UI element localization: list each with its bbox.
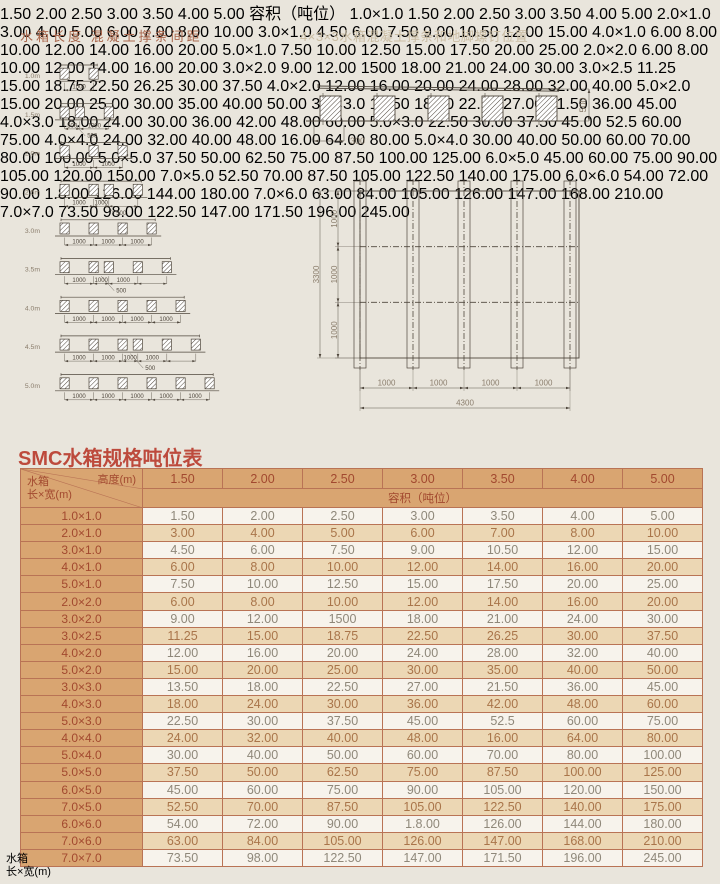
svg-text:1000: 1000 [72, 239, 86, 245]
svg-text:500: 500 [67, 123, 78, 129]
svg-text:4300: 4300 [456, 399, 474, 408]
svg-text:4.0m: 4.0m [25, 305, 40, 312]
svg-text:1000: 1000 [95, 278, 109, 284]
svg-text:1000: 1000 [130, 239, 144, 245]
svg-text:1000: 1000 [535, 379, 553, 388]
svg-text:300: 300 [350, 136, 365, 146]
svg-text:1000: 1000 [72, 278, 86, 284]
svg-text:1000: 1000 [88, 123, 102, 129]
svg-text:1000: 1000 [72, 162, 86, 168]
svg-text:3.0m: 3.0m [25, 228, 40, 235]
svg-text:1000: 1000 [72, 85, 86, 91]
svg-text:1000: 1000 [101, 239, 115, 245]
svg-text:5.0m: 5.0m [25, 383, 40, 390]
svg-text:500: 500 [145, 366, 156, 372]
svg-text:1000: 1000 [130, 394, 144, 400]
svg-text:3300: 3300 [312, 265, 321, 283]
svg-text:1000: 1000 [159, 394, 173, 400]
svg-text:500: 500 [87, 134, 98, 140]
svg-text:1000: 1000 [101, 317, 115, 323]
svg-text:1000: 1000 [72, 201, 86, 207]
svg-text:1000: 1000 [124, 356, 138, 362]
svg-text:1000: 1000 [101, 356, 115, 362]
svg-text:3.5m: 3.5m [25, 267, 40, 274]
svg-text:1000: 1000 [330, 265, 339, 283]
svg-text:2.0m: 2.0m [25, 151, 40, 158]
svg-text:1000: 1000 [72, 356, 86, 362]
svg-text:1000: 1000 [188, 394, 202, 400]
svg-text:1000: 1000 [482, 379, 500, 388]
svg-text:1000: 1000 [95, 201, 109, 207]
svg-text:1000: 1000 [117, 278, 131, 284]
svg-text:1000: 1000 [72, 394, 86, 400]
svg-text:1000: 1000 [330, 209, 339, 227]
svg-text:1000: 1000 [72, 317, 86, 323]
svg-text:1000: 1000 [378, 379, 396, 388]
svg-text:2.5m: 2.5m [25, 189, 40, 196]
svg-text:1000: 1000 [101, 162, 115, 168]
svg-text:1.5m: 1.5m [25, 112, 40, 119]
svg-text:1000: 1000 [330, 321, 339, 339]
svg-text:1000: 1000 [159, 317, 173, 323]
svg-text:500: 500 [578, 97, 588, 112]
svg-text:1000: 1000 [146, 356, 160, 362]
svg-text:500: 500 [116, 211, 127, 217]
svg-text:4.5m: 4.5m [25, 344, 40, 351]
svg-text:1000: 1000 [430, 379, 448, 388]
svg-text:500: 500 [116, 289, 127, 295]
svg-text:1000: 1000 [130, 317, 144, 323]
svg-text:1.0m: 1.0m [25, 73, 40, 80]
svg-text:1000: 1000 [101, 394, 115, 400]
